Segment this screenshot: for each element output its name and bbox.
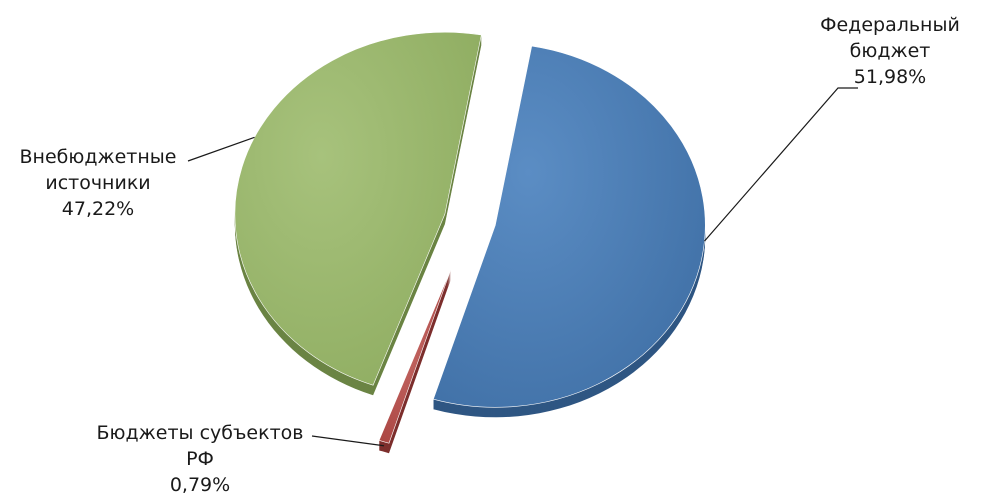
leader-extrabudgetary-sources <box>187 136 255 162</box>
label-regional-budgets: Бюджеты субъектов РФ 0,79% <box>72 420 328 498</box>
label-extrabudgetary-sources: Внебюджетные источники 47,22% <box>0 144 196 222</box>
leader-federal-budget <box>704 87 858 242</box>
label-federal-budget-line-2: бюджет <box>849 40 931 62</box>
label-regional-budgets-value: 0,79% <box>169 474 231 496</box>
label-extrabudgetary-sources-value: 47,22% <box>61 198 135 220</box>
leader-regional-budgets <box>311 435 385 447</box>
slice-extrabudgetary-sources <box>234 31 482 386</box>
label-extrabudgetary-sources-line-2: источники <box>45 172 151 194</box>
label-regional-budgets-line-2: РФ <box>186 448 214 470</box>
slice-federal-budget <box>432 45 706 408</box>
slice-regional-budgets <box>378 269 452 444</box>
label-regional-budgets-line-1: Бюджеты субъектов <box>96 422 304 444</box>
label-federal-budget-value: 51,98% <box>853 66 927 88</box>
label-federal-budget-line-1: Федеральный <box>820 14 960 36</box>
label-federal-budget: Федеральный бюджет 51,98% <box>800 12 980 90</box>
label-extrabudgetary-sources-line-1: Внебюджетные <box>19 146 177 168</box>
